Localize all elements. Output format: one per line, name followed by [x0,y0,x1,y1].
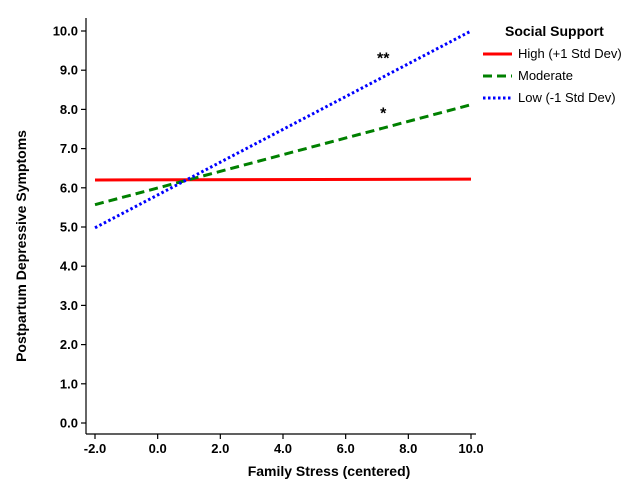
x-tick-label: 2.0 [211,441,229,456]
significance-annotation: ** [377,50,390,67]
x-tick-label: 0.0 [149,441,167,456]
x-axis-title: Family Stress (centered) [248,463,411,479]
x-tick-label: 8.0 [399,441,417,456]
plot-area: 0.0 1.0 2.0 3.0 4.0 5.0 6.0 7.0 8.0 9.0 10.0 -2.0 0.… [53,18,484,456]
x-tick-label: 4.0 [274,441,292,456]
y-axis-title: Postpartum Depressive Symptoms [13,130,29,362]
legend-label-3: Low (-1 Std Dev) [518,90,616,105]
significance-annotation: * [380,105,387,122]
series-line-2 [94,103,472,207]
y-tick-label: 7.0 [60,141,78,156]
y-tick-label: 10.0 [53,24,78,39]
x-tick-label: 6.0 [337,441,355,456]
legend: High (+1 Std Dev) Moderate Low (-1 Std Dev… [483,46,622,105]
y-tick-label: 9.0 [60,63,78,78]
y-tick-label: 5.0 [60,220,78,235]
y-tick-label: 1.0 [60,376,78,391]
legend-label-2: Moderate [518,68,573,83]
y-tick-label: 6.0 [60,180,78,195]
x-tick-label: -2.0 [84,441,106,456]
legend-label-1: High (+1 Std Dev) [518,46,622,61]
x-tick-label: 10.0 [458,441,483,456]
y-tick-label: 8.0 [60,102,78,117]
y-tick-label: 3.0 [60,298,78,313]
legend-title: Social Support [505,23,604,39]
series-line-3 [94,29,472,230]
y-tick-label: 0.0 [60,416,78,431]
y-tick-label: 4.0 [60,259,78,274]
y-tick-label: 2.0 [60,337,78,352]
series-line-1 [94,177,472,182]
